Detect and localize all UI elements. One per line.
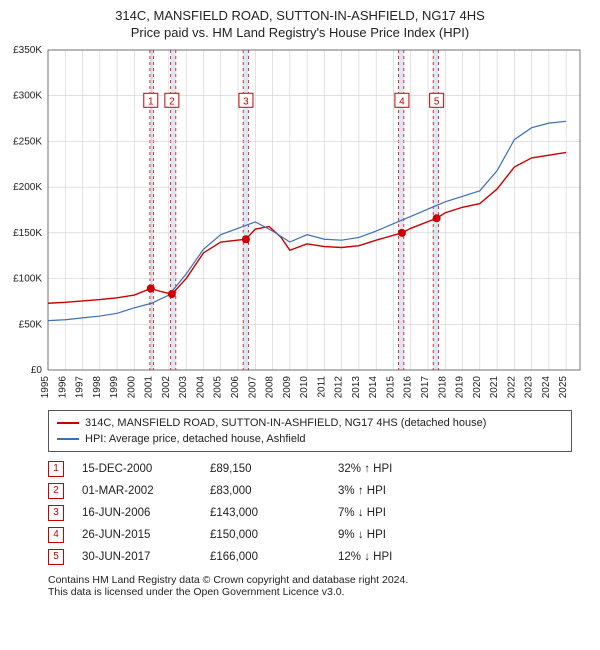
- svg-text:£300K: £300K: [13, 91, 42, 102]
- transaction-row: 4 26-JUN-2015 £150,000 9% ↓ HPI: [48, 524, 572, 546]
- svg-text:2025: 2025: [558, 376, 569, 399]
- transaction-price: £166,000: [210, 546, 320, 568]
- transaction-date: 26-JUN-2015: [82, 524, 192, 546]
- transaction-row: 3 16-JUN-2006 £143,000 7% ↓ HPI: [48, 502, 572, 524]
- footer: Contains HM Land Registry data © Crown c…: [48, 574, 572, 598]
- svg-text:2021: 2021: [489, 376, 500, 399]
- svg-text:2024: 2024: [541, 376, 552, 399]
- transaction-price: £89,150: [210, 458, 320, 480]
- svg-text:£250K: £250K: [13, 136, 42, 147]
- sale-dot-1: [147, 284, 155, 292]
- title-block: 314C, MANSFIELD ROAD, SUTTON-IN-ASHFIELD…: [0, 0, 600, 44]
- transaction-delta: 9% ↓ HPI: [338, 524, 386, 546]
- sale-dot-2: [168, 290, 176, 298]
- svg-text:2002: 2002: [161, 376, 172, 399]
- legend-label: 314C, MANSFIELD ROAD, SUTTON-IN-ASHFIELD…: [85, 415, 486, 431]
- svg-text:2007: 2007: [247, 376, 258, 399]
- svg-text:2000: 2000: [126, 376, 137, 399]
- legend-item-hpi: HPI: Average price, detached house, Ashf…: [57, 431, 563, 447]
- sale-dot-4: [398, 229, 406, 237]
- svg-text:£50K: £50K: [19, 319, 43, 330]
- svg-text:2004: 2004: [195, 376, 206, 399]
- transaction-row: 2 01-MAR-2002 £83,000 3% ↑ HPI: [48, 480, 572, 502]
- svg-text:2008: 2008: [265, 376, 276, 399]
- legend-swatch: [57, 422, 79, 424]
- chart-container: 314C, MANSFIELD ROAD, SUTTON-IN-ASHFIELD…: [0, 0, 600, 598]
- svg-text:2016: 2016: [403, 376, 414, 399]
- svg-text:1995: 1995: [40, 376, 51, 399]
- transaction-row: 1 15-DEC-2000 £89,150 32% ↑ HPI: [48, 458, 572, 480]
- svg-text:2009: 2009: [282, 376, 293, 399]
- transaction-marker: 2: [48, 483, 64, 499]
- svg-text:3: 3: [243, 96, 249, 107]
- svg-text:2019: 2019: [455, 376, 466, 399]
- svg-text:1996: 1996: [57, 376, 68, 399]
- svg-text:2018: 2018: [437, 376, 448, 399]
- transaction-price: £83,000: [210, 480, 320, 502]
- svg-text:£100K: £100K: [13, 274, 42, 285]
- svg-text:2022: 2022: [506, 376, 517, 399]
- transaction-table: 1 15-DEC-2000 £89,150 32% ↑ HPI 2 01-MAR-2002…: [48, 458, 572, 568]
- transaction-delta: 3% ↑ HPI: [338, 480, 386, 502]
- transaction-marker: 4: [48, 527, 64, 543]
- svg-text:2: 2: [169, 96, 175, 107]
- svg-text:£0: £0: [31, 365, 43, 376]
- transaction-marker: 3: [48, 505, 64, 521]
- transaction-marker: 1: [48, 461, 64, 477]
- transaction-row: 5 30-JUN-2017 £166,000 12% ↓ HPI: [48, 546, 572, 568]
- svg-text:5: 5: [434, 96, 440, 107]
- svg-text:2006: 2006: [230, 376, 241, 399]
- title-main: 314C, MANSFIELD ROAD, SUTTON-IN-ASHFIELD…: [10, 8, 590, 23]
- legend-label: HPI: Average price, detached house, Ashf…: [85, 431, 306, 447]
- transaction-delta: 32% ↑ HPI: [338, 458, 392, 480]
- svg-text:2010: 2010: [299, 376, 310, 399]
- svg-text:4: 4: [399, 96, 405, 107]
- title-sub: Price paid vs. HM Land Registry's House …: [10, 25, 590, 40]
- svg-text:2015: 2015: [385, 376, 396, 399]
- svg-text:2012: 2012: [334, 376, 345, 399]
- transaction-date: 01-MAR-2002: [82, 480, 192, 502]
- svg-text:2003: 2003: [178, 376, 189, 399]
- svg-text:2005: 2005: [213, 376, 224, 399]
- svg-text:2001: 2001: [144, 376, 155, 399]
- transaction-date: 15-DEC-2000: [82, 458, 192, 480]
- svg-text:2011: 2011: [316, 376, 327, 398]
- transaction-marker: 5: [48, 549, 64, 565]
- legend-swatch: [57, 438, 79, 440]
- transaction-price: £150,000: [210, 524, 320, 546]
- sale-dot-5: [433, 214, 441, 222]
- svg-text:£150K: £150K: [13, 228, 42, 239]
- transaction-date: 16-JUN-2006: [82, 502, 192, 524]
- svg-text:2014: 2014: [368, 376, 379, 399]
- svg-text:£350K: £350K: [13, 45, 42, 56]
- svg-text:1: 1: [148, 96, 154, 107]
- svg-text:2023: 2023: [524, 376, 535, 399]
- transaction-price: £143,000: [210, 502, 320, 524]
- transaction-delta: 7% ↓ HPI: [338, 502, 386, 524]
- svg-text:1998: 1998: [92, 376, 103, 399]
- svg-text:1997: 1997: [75, 376, 86, 399]
- sale-dot-3: [242, 235, 250, 243]
- legend-item-property: 314C, MANSFIELD ROAD, SUTTON-IN-ASHFIELD…: [57, 415, 563, 431]
- legend: 314C, MANSFIELD ROAD, SUTTON-IN-ASHFIELD…: [48, 410, 572, 452]
- footer-line-2: This data is licensed under the Open Gov…: [48, 586, 572, 598]
- svg-text:£200K: £200K: [13, 182, 42, 193]
- chart-svg: £0 £50K £100K £150K £200K £250K £300K £350K 1995…: [0, 44, 600, 404]
- svg-text:1999: 1999: [109, 376, 120, 399]
- svg-text:2017: 2017: [420, 376, 431, 399]
- transaction-date: 30-JUN-2017: [82, 546, 192, 568]
- svg-text:2020: 2020: [472, 376, 483, 399]
- svg-text:2013: 2013: [351, 376, 362, 399]
- footer-line-1: Contains HM Land Registry data © Crown c…: [48, 574, 572, 586]
- transaction-delta: 12% ↓ HPI: [338, 546, 392, 568]
